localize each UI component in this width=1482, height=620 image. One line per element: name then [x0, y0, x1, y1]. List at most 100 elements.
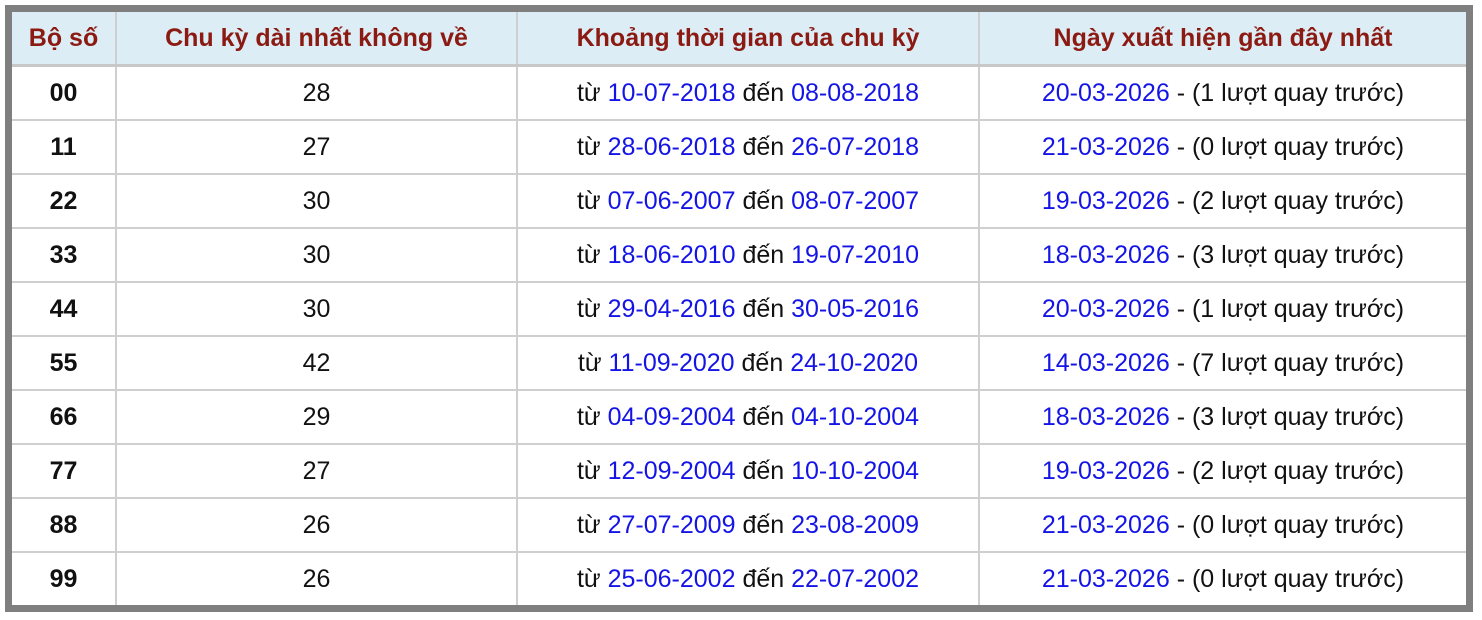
header-number: Bộ số	[12, 12, 117, 67]
start-date-link[interactable]: 10-07-2018	[607, 78, 736, 107]
last-date-link[interactable]: 18-03-2026	[1041, 240, 1170, 269]
to-label: đến	[742, 402, 785, 431]
start-date-link[interactable]: 12-09-2004	[607, 456, 736, 485]
start-date-link[interactable]: 28-06-2018	[607, 132, 736, 161]
table-row: 99 26 từ 25-06-2002 đến 22-07-2002 21-03-20…	[12, 551, 1466, 605]
cycle-cell: 26	[115, 497, 518, 553]
from-label: từ	[576, 456, 601, 485]
end-date-link[interactable]: 22-07-2002	[791, 564, 920, 593]
from-label: từ	[576, 294, 601, 323]
cycle-cell: 30	[115, 173, 518, 229]
last-date-link[interactable]: 21-03-2026	[1041, 564, 1170, 593]
to-label: đến	[742, 456, 785, 485]
start-date-link[interactable]: 07-06-2007	[607, 186, 736, 215]
period-cell: từ 27-07-2009 đến 23-08-2009	[516, 497, 980, 553]
number-cell: 22	[12, 173, 117, 229]
end-date-link[interactable]: 23-08-2009	[791, 510, 920, 539]
from-label: từ	[576, 78, 601, 107]
number-cell: 88	[12, 497, 117, 553]
from-label: từ	[576, 402, 601, 431]
table-row: 11 27 từ 28-06-2018 đến 26-07-2018 21-03-20…	[12, 119, 1466, 175]
draws-ago-note: (3 lượt quay trước)	[1191, 402, 1405, 431]
number-cell: 77	[12, 443, 117, 499]
dash: -	[1176, 510, 1186, 539]
number-cell: 33	[12, 227, 117, 283]
to-label: đến	[742, 294, 785, 323]
last-date-link[interactable]: 21-03-2026	[1041, 132, 1170, 161]
table-row: 88 26 từ 27-07-2009 đến 23-08-2009 21-03-20…	[12, 497, 1466, 553]
draws-ago-note: (0 lượt quay trước)	[1191, 510, 1405, 539]
to-label: đến	[742, 510, 785, 539]
last-seen-cell: 14-03-2026 - (7 lượt quay trước)	[978, 335, 1466, 391]
period-cell: từ 29-04-2016 đến 30-05-2016	[516, 281, 980, 337]
cycle-cell: 30	[115, 227, 518, 283]
draws-ago-note: (0 lượt quay trước)	[1191, 564, 1405, 593]
last-date-link[interactable]: 20-03-2026	[1041, 78, 1170, 107]
from-label: từ	[576, 186, 601, 215]
to-label: đến	[742, 78, 785, 107]
cycle-cell: 27	[115, 443, 518, 499]
period-cell: từ 11-09-2020 đến 24-10-2020	[516, 335, 980, 391]
start-date-link[interactable]: 29-04-2016	[607, 294, 736, 323]
cycle-cell: 29	[115, 389, 518, 445]
start-date-link[interactable]: 18-06-2010	[607, 240, 736, 269]
last-date-link[interactable]: 19-03-2026	[1041, 186, 1170, 215]
last-seen-cell: 18-03-2026 - (3 lượt quay trước)	[978, 389, 1466, 445]
dash: -	[1176, 186, 1186, 215]
dash: -	[1176, 78, 1186, 107]
last-seen-cell: 21-03-2026 - (0 lượt quay trước)	[978, 119, 1466, 175]
end-date-link[interactable]: 10-10-2004	[791, 456, 920, 485]
to-label: đến	[742, 240, 785, 269]
last-seen-cell: 21-03-2026 - (0 lượt quay trước)	[978, 497, 1466, 553]
start-date-link[interactable]: 25-06-2002	[607, 564, 736, 593]
table-row: 44 30 từ 29-04-2016 đến 30-05-2016 20-03-20…	[12, 281, 1466, 337]
number-cell: 66	[12, 389, 117, 445]
from-label: từ	[577, 348, 602, 377]
number-cell: 99	[12, 551, 117, 605]
end-date-link[interactable]: 26-07-2018	[791, 132, 920, 161]
last-seen-cell: 18-03-2026 - (3 lượt quay trước)	[978, 227, 1466, 283]
from-label: từ	[576, 240, 601, 269]
period-cell: từ 10-07-2018 đến 08-08-2018	[516, 64, 980, 121]
from-label: từ	[576, 132, 601, 161]
last-seen-cell: 20-03-2026 - (1 lượt quay trước)	[978, 64, 1466, 121]
dash: -	[1176, 456, 1186, 485]
last-seen-cell: 19-03-2026 - (2 lượt quay trước)	[978, 173, 1466, 229]
header-cycle: Chu kỳ dài nhất không về	[115, 12, 518, 67]
to-label: đến	[742, 564, 785, 593]
number-cell: 44	[12, 281, 117, 337]
draws-ago-note: (1 lượt quay trước)	[1191, 294, 1405, 323]
table-row: 66 29 từ 04-09-2004 đến 04-10-2004 18-03-20…	[12, 389, 1466, 445]
to-label: đến	[742, 186, 785, 215]
start-date-link[interactable]: 11-09-2020	[608, 348, 735, 377]
draws-ago-note: (3 lượt quay trước)	[1191, 240, 1405, 269]
end-date-link[interactable]: 08-07-2007	[791, 186, 920, 215]
start-date-link[interactable]: 04-09-2004	[607, 402, 736, 431]
last-date-link[interactable]: 18-03-2026	[1041, 402, 1170, 431]
draws-ago-note: (2 lượt quay trước)	[1191, 456, 1405, 485]
last-date-link[interactable]: 19-03-2026	[1041, 456, 1170, 485]
end-date-link[interactable]: 19-07-2010	[791, 240, 920, 269]
number-cell: 00	[12, 64, 117, 121]
end-date-link[interactable]: 04-10-2004	[791, 402, 920, 431]
dash: -	[1176, 564, 1186, 593]
start-date-link[interactable]: 27-07-2009	[607, 510, 736, 539]
header-period: Khoảng thời gian của chu kỳ	[516, 12, 980, 67]
end-date-link[interactable]: 24-10-2020	[790, 348, 919, 377]
table-row: 77 27 từ 12-09-2004 đến 10-10-2004 19-03-20…	[12, 443, 1466, 499]
end-date-link[interactable]: 30-05-2016	[791, 294, 920, 323]
cycle-cell: 42	[115, 335, 518, 391]
last-seen-cell: 19-03-2026 - (2 lượt quay trước)	[978, 443, 1466, 499]
table-row: 55 42 từ 11-09-2020 đến 24-10-2020 14-03-20…	[12, 335, 1466, 391]
from-label: từ	[576, 510, 601, 539]
number-cell: 55	[12, 335, 117, 391]
number-cell: 11	[12, 119, 117, 175]
last-date-link[interactable]: 20-03-2026	[1041, 294, 1170, 323]
last-date-link[interactable]: 21-03-2026	[1041, 510, 1170, 539]
period-cell: từ 18-06-2010 đến 19-07-2010	[516, 227, 980, 283]
last-date-link[interactable]: 14-03-2026	[1041, 348, 1170, 377]
end-date-link[interactable]: 08-08-2018	[791, 78, 920, 107]
period-cell: từ 12-09-2004 đến 10-10-2004	[516, 443, 980, 499]
cycle-stats-table: Bộ số Chu kỳ dài nhất không về Khoảng th…	[12, 12, 1466, 605]
period-cell: từ 07-06-2007 đến 08-07-2007	[516, 173, 980, 229]
